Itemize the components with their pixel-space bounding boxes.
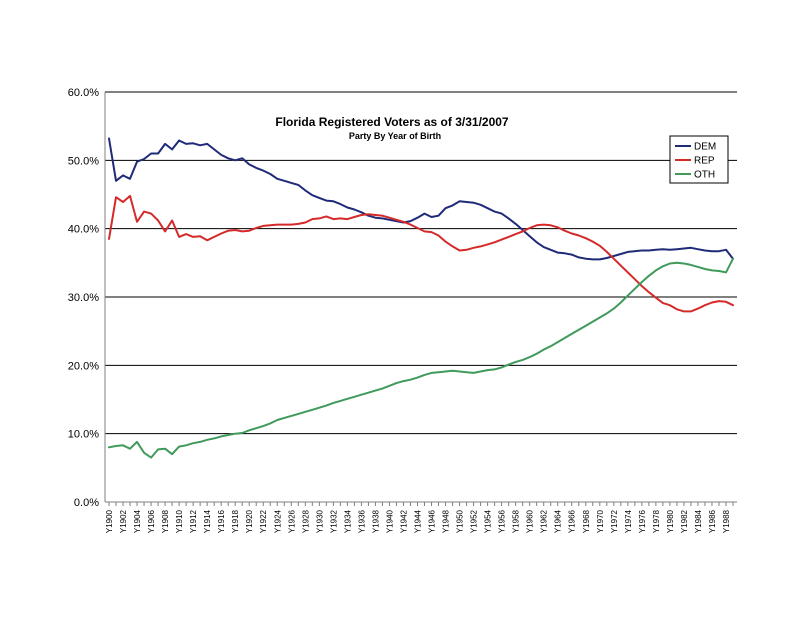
y-tick-label: 60.0%	[68, 87, 99, 99]
x-tick-label: Y1966	[568, 509, 577, 533]
series-line-oth	[108, 257, 734, 459]
x-tick-label: Y1908	[161, 509, 170, 533]
x-tick-label: Y1934	[343, 509, 352, 533]
axes	[104, 92, 737, 506]
x-tick-label: Y1970	[596, 509, 605, 533]
x-tick-label: Y1912	[189, 509, 198, 533]
x-tick-label: Y1932	[329, 509, 338, 533]
x-tick-label: Y1936	[357, 509, 366, 533]
legend-items: DEM REP OTH	[675, 142, 716, 181]
gridlines	[105, 91, 737, 435]
x-tick-label: Y1948	[442, 509, 451, 533]
x-tick-label: Y1938	[371, 509, 380, 533]
x-tick-label: Y1904	[133, 509, 142, 533]
legend-label-dem: DEM	[694, 142, 716, 153]
x-tick-label: Y1940	[385, 509, 394, 533]
x-tick-label: Y1924	[273, 509, 282, 533]
x-tick-label: Y1914	[203, 509, 212, 533]
x-tick-label: Y1960	[526, 509, 535, 533]
x-tick-label: Y1958	[512, 509, 521, 533]
series-line-rep	[108, 194, 734, 313]
x-tick-label: Y1946	[428, 509, 437, 533]
x-tick-label: Y1988	[722, 509, 731, 533]
y-tick-label: 30.0%	[68, 292, 99, 304]
x-tick-label: Y1918	[231, 509, 240, 533]
x-tick-label: Y1906	[147, 509, 156, 533]
x-tick-label: Y1972	[610, 509, 619, 533]
x-tick-label: Y1916	[217, 509, 226, 533]
x-tick-label: Y1928	[301, 509, 310, 533]
x-tick-label: Y1954	[484, 509, 493, 533]
x-tick-label: Y1964	[554, 509, 563, 533]
x-tick-label: Y1982	[680, 509, 689, 533]
chart-title: Florida Registered Voters as of 3/31/200…	[275, 115, 509, 129]
x-tick-label: Y1986	[708, 509, 717, 533]
series-lines	[108, 137, 734, 459]
y-tick-label: 20.0%	[68, 360, 99, 372]
x-tick-label: Y1952	[470, 509, 479, 533]
legend-label-oth: OTH	[694, 170, 715, 181]
y-tick-label: 50.0%	[68, 155, 99, 167]
y-tick-label: 10.0%	[68, 429, 99, 441]
y-tick-labels: 0.0% 10.0% 20.0% 30.0% 40.0% 50.0% 60.0%	[68, 87, 99, 509]
x-tick-label: Y1930	[315, 509, 324, 533]
x-tick-label: Y1962	[540, 509, 549, 533]
legend-label-rep: REP	[694, 156, 715, 167]
x-tick-label: Y1976	[638, 509, 647, 533]
x-tick-label: Y1984	[694, 509, 703, 533]
x-tick-label: Y1968	[582, 509, 591, 533]
y-tick-label: 40.0%	[68, 224, 99, 236]
x-tick-label: Y1926	[287, 509, 296, 533]
legend: DEM REP OTH	[669, 135, 729, 184]
chart-subtitle: Party By Year of Birth	[349, 131, 441, 141]
x-tick-label: Y1978	[652, 509, 661, 533]
y-tick-label: 0.0%	[74, 497, 99, 509]
x-tick-label: Y1980	[666, 509, 675, 533]
x-tick-label: Y1950	[456, 509, 465, 533]
x-tick-label: Y1902	[119, 509, 128, 533]
x-tick-labels: Y1900 Y1902 Y1904 Y1906 Y1908 Y1910 Y1912 Y1914…	[105, 509, 731, 533]
x-tick-label: Y1974	[624, 509, 633, 533]
x-tick-label: Y1900	[105, 509, 114, 533]
x-tick-label: Y1956	[498, 509, 507, 533]
x-tick-label: Y1942	[399, 509, 408, 533]
x-tick-label: Y1922	[259, 509, 268, 533]
series-line-dem	[108, 137, 734, 261]
x-tick-label: Y1920	[245, 509, 254, 533]
x-tick-label: Y1910	[175, 509, 184, 533]
x-tick-label: Y1944	[413, 509, 422, 533]
